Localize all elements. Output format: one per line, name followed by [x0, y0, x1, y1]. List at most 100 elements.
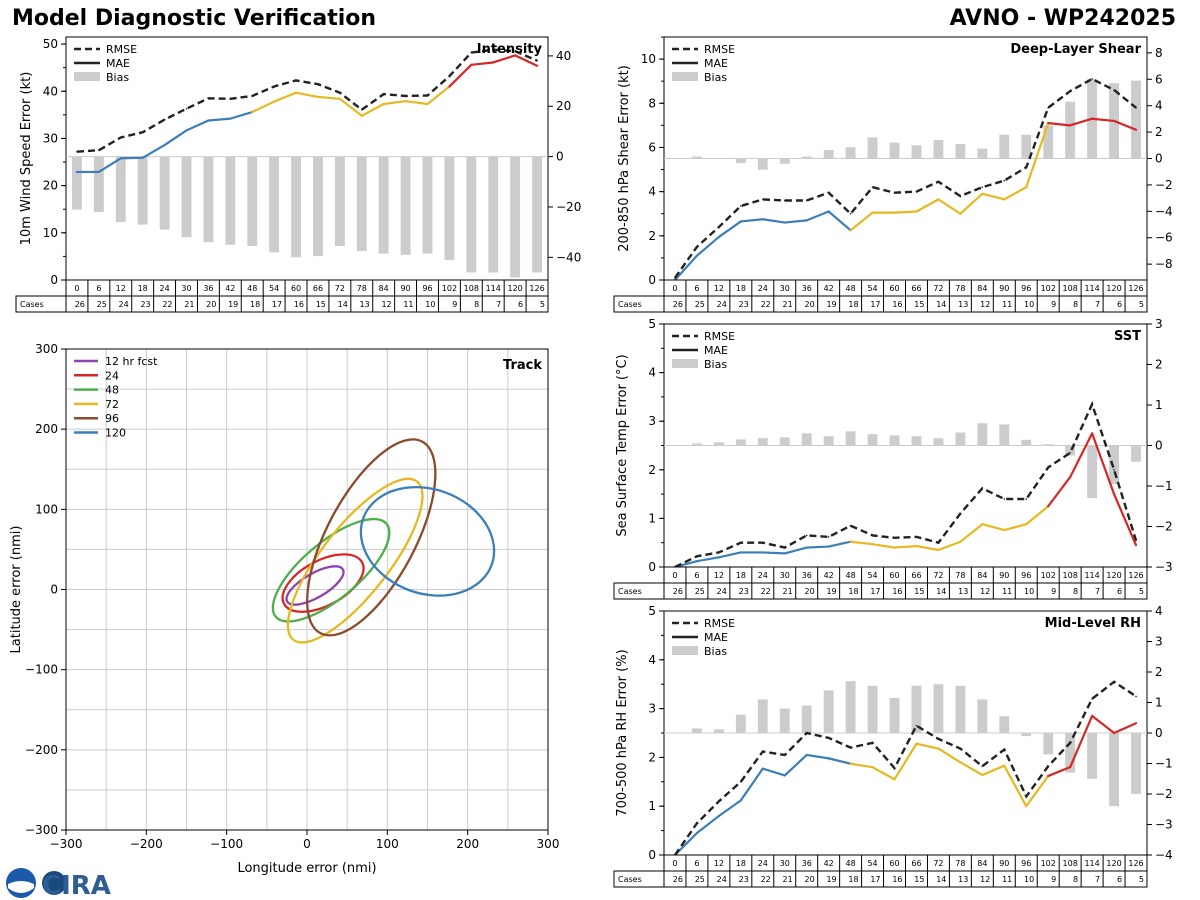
- rh-mae-segment: [1047, 766, 1072, 778]
- rh-mae-point: [696, 832, 698, 834]
- sst-bias-bar: [823, 436, 834, 446]
- shear-cases-cell: 13: [958, 300, 968, 309]
- intensity-cases-cell: 9: [452, 300, 457, 309]
- rh-mae-point: [1003, 764, 1006, 767]
- intensity-mae-segment: [316, 95, 341, 100]
- intensity-mae-point: [229, 117, 232, 120]
- sst-lead-cell: 84: [977, 571, 987, 580]
- sst-y2tick-label: 2: [1155, 358, 1163, 372]
- rh-cases-cell: 16: [892, 875, 902, 884]
- sst-cases-cell: 19: [826, 587, 836, 596]
- shear-ytick-label: 8: [648, 96, 656, 110]
- track-ytick-label: 200: [35, 422, 58, 436]
- intensity-lead-cell: 18: [138, 284, 148, 293]
- intensity-lead-cell: 96: [422, 284, 432, 293]
- intensity-cases-cell: 14: [338, 300, 348, 309]
- shear-rmse-point: [915, 190, 918, 193]
- intensity-mae-segment: [382, 100, 407, 106]
- rh-bias-bar: [757, 699, 768, 733]
- shear-mae-segment: [849, 211, 874, 232]
- intensity-mae-point: [317, 96, 319, 98]
- shear-mae-segment: [827, 210, 852, 232]
- shear-mae-segment: [761, 218, 786, 224]
- sst-rmse-point: [696, 555, 698, 558]
- shear-lead-cell: 24: [758, 284, 768, 293]
- shear-lead-cell: 66: [911, 284, 921, 293]
- sst-rmse-point: [740, 541, 742, 544]
- rh-bias-bar: [1043, 733, 1054, 755]
- sst-rmse-point: [1113, 469, 1115, 471]
- shear-ylabel: 200-850 hPa Shear Error (kt): [617, 65, 632, 252]
- track-title: Track: [503, 358, 542, 373]
- intensity-mae-point: [536, 64, 538, 67]
- sst-mae-segment: [893, 545, 918, 549]
- intensity-bias-bar: [115, 156, 126, 223]
- shear-lead-cell: 84: [977, 284, 987, 293]
- shear-cases-cell: 12: [980, 300, 990, 309]
- cira-logo-text: CIRA: [42, 871, 111, 900]
- sst-lead-cell: 126: [1128, 571, 1143, 580]
- intensity-cases-cell: 7: [496, 300, 501, 309]
- sst-bias-bar: [779, 437, 790, 446]
- rh-mae-segment: [783, 753, 808, 777]
- shear-bias-bar: [1021, 134, 1032, 159]
- intensity-cases-cell: 5: [540, 300, 545, 309]
- shear-y2tick-label: −4: [1155, 204, 1173, 218]
- shear-mae-segment: [739, 218, 764, 223]
- shear-lead-cell: 30: [780, 284, 790, 293]
- rh-legend-mae: MAE: [704, 631, 728, 644]
- intensity-cases-cell: 10: [425, 300, 435, 309]
- rh-mae-point: [915, 742, 918, 745]
- rh-cases-cell: 19: [826, 875, 836, 884]
- shear-legend-rmse: RMSE: [704, 43, 735, 56]
- intensity-rmse-point: [207, 97, 210, 100]
- track-legend-label: 96: [105, 412, 119, 425]
- sst-cases-cell: 10: [1024, 587, 1034, 596]
- sst-y2tick-label: 1: [1155, 398, 1163, 412]
- intensity-bias-bar: [72, 156, 82, 210]
- rh-ytick-label: 0: [648, 848, 656, 862]
- shear-rmse-point: [937, 180, 940, 183]
- rh-mae-segment: [1003, 764, 1028, 808]
- intensity-ylabel: 10m Wind Speed Error (kt): [19, 72, 34, 246]
- rh-mae-point: [849, 762, 852, 765]
- intensity-mae-point: [448, 85, 451, 88]
- intensity-ytick-label: 30: [43, 131, 58, 145]
- shear-rmse-point: [827, 191, 830, 194]
- rh-mae-point: [1135, 722, 1137, 725]
- rh-y2tick-label: 0: [1155, 726, 1163, 740]
- intensity-lead-cell: 42: [225, 284, 235, 293]
- sst-cases-cell: 15: [914, 587, 924, 596]
- shear-mae-segment: [1069, 117, 1094, 127]
- shear-cases-cell: 22: [761, 300, 771, 309]
- intensity-cases-cell: 20: [206, 300, 216, 309]
- shear-mae-segment: [937, 198, 962, 215]
- shear-rmse-point: [1113, 89, 1115, 91]
- shear-mae-segment: [915, 198, 940, 213]
- sst-bias-bar: [999, 424, 1010, 446]
- sst-y2tick-label: −1: [1155, 479, 1173, 493]
- intensity-ytick-label: 10: [43, 226, 58, 240]
- rh-ylabel: 700-500 hPa RH Error (%): [615, 649, 630, 816]
- sst-lead-cell: 42: [824, 571, 834, 580]
- shear-mae-point: [827, 210, 830, 213]
- sst-mae-segment: [981, 523, 1006, 532]
- rh-y2tick-label: −3: [1155, 818, 1173, 832]
- sst-lead-cell: 24: [758, 571, 768, 580]
- track-xtick-label: 100: [376, 837, 399, 851]
- rh-mae-segment: [1112, 722, 1138, 735]
- shear-lead-cell: 78: [955, 284, 965, 293]
- intensity-lead-cell: 72: [335, 284, 345, 293]
- rh-mae-point: [1091, 715, 1093, 717]
- rh-cases-cell: 22: [761, 875, 771, 884]
- intensity-mae-point: [360, 114, 363, 117]
- intensity-bias-bar: [225, 156, 236, 245]
- rh-y2tick-label: 4: [1155, 604, 1163, 618]
- intensity-lead-cell: 78: [357, 284, 367, 293]
- sst-cases-cell: 5: [1139, 587, 1144, 596]
- sst-y2tick-label: −3: [1155, 560, 1173, 574]
- intensity-ytick-label: 50: [43, 37, 58, 51]
- shear-rmse-point: [1135, 106, 1137, 109]
- sst-mae-segment: [937, 540, 962, 552]
- shear-cases-cell: 16: [892, 300, 902, 309]
